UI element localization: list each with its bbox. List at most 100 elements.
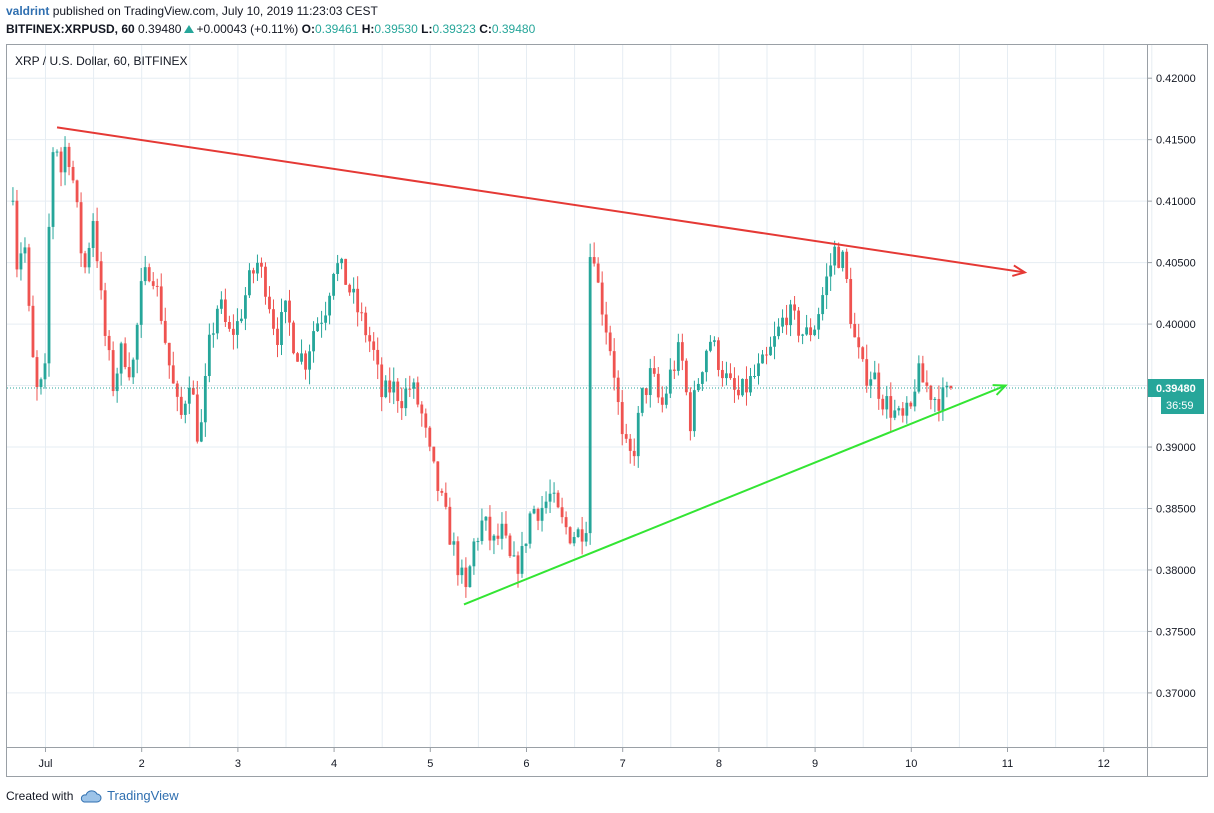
candle-body [219,299,223,309]
candle-body [640,388,644,413]
candle-body [272,309,275,329]
x-tick-label: 7 [620,758,626,770]
candle-body [648,368,652,396]
candle-body [841,251,845,268]
publish-info: published on TradingView.com, July 10, 2… [52,4,378,18]
candle-body [708,341,712,351]
tradingview-cloud-icon [80,790,102,803]
candle-body [356,288,360,313]
author-name[interactable]: valdrint [6,4,50,18]
candle-body [500,523,504,539]
candle-body [111,350,115,392]
candle-body [292,322,295,354]
candle-body [761,354,764,364]
candle-body [159,286,163,321]
candle-body [777,326,780,337]
candle-body [628,438,632,451]
candle-body [344,258,348,285]
candle-body [416,382,420,405]
candle-body [536,509,540,521]
candle-body [240,318,243,322]
candle-body [757,363,760,377]
x-tick-label: 8 [716,758,722,770]
candle-body [388,380,392,393]
resistance-trendline[interactable] [56,126,1025,274]
candle-body [532,509,536,514]
footer: Created with TradingView [6,788,179,803]
candle-body [71,166,75,181]
candle-body [721,369,724,379]
candle-body [15,200,19,270]
candle-body [215,308,219,334]
candle-body [700,372,704,384]
candle-body [765,354,768,356]
candle-body [524,543,528,547]
candle-body [464,567,468,588]
candle-body [296,353,299,362]
candle-body [580,529,584,542]
x-tick-label: 6 [523,758,529,770]
candle-body [684,360,688,393]
candle-body [420,404,424,414]
candle-body [897,408,901,411]
countdown-label: 36:59 [1166,400,1194,412]
last-price-tag-label: 0.39480 [1156,383,1196,395]
candle-body [913,391,917,407]
candle-body [167,342,171,366]
candle-body [195,394,199,442]
candle-body [364,312,368,336]
candle-body [877,372,881,399]
candle-body [63,146,67,173]
candle-body [380,364,384,398]
candle-body [745,378,748,393]
candle-body [55,151,59,153]
candle-body [143,267,147,282]
candle-body [825,276,829,296]
candle-body [869,379,873,386]
chart-frame[interactable]: 0.42000 0.41500 0.41000 0.40500 0.40000 0.390… [6,44,1208,777]
candle-body [789,304,792,326]
candle-body [456,541,460,576]
chart-title: XRP / U.S. Dollar, 60, BITFINEX [15,54,188,68]
candle-body [348,284,352,293]
candle-body [688,392,692,432]
candle-body [87,247,91,268]
candle-body [893,410,897,418]
last-price-tag [1148,379,1204,398]
candle-body [725,373,728,379]
close-label: C: [479,22,492,36]
candle-body [207,334,211,377]
candle-body [400,401,404,409]
x-tick-label: 2 [139,758,145,770]
support-trendline[interactable] [463,384,1006,606]
price-chart[interactable]: 0.42000 0.41500 0.41000 0.40500 0.40000 0.390… [7,45,1207,776]
candle-body [873,372,877,380]
candle-body [472,541,476,567]
candle-body [612,351,616,378]
candle-body [211,333,215,335]
candle-body [704,350,708,373]
candle-body [588,257,592,534]
candle-body [11,200,15,202]
candle-body [849,279,853,324]
candle-body [488,516,492,541]
x-tick-label: 9 [812,758,818,770]
candle-body [660,397,664,405]
candle-body [227,322,231,329]
candle-body [183,403,187,415]
candle-body [135,324,139,360]
x-tick-label: 10 [905,758,917,770]
y-tick-label: 0.37000 [1156,688,1196,700]
candle-body [340,258,344,264]
candle-body [452,541,456,545]
candle-body [91,221,95,248]
candle-body [171,365,175,384]
candle-body [925,382,929,386]
candle-body [384,380,388,398]
candle-body [696,383,700,391]
candle-body [260,262,263,267]
candle-body [480,520,484,542]
tradingview-brand[interactable]: TradingView [107,788,179,803]
candle-body [576,529,580,538]
candle-body [444,492,448,507]
